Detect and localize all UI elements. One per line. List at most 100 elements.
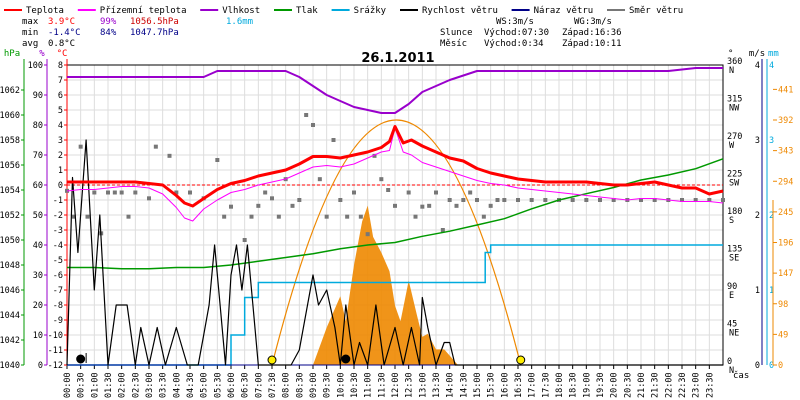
wind-dir-point xyxy=(440,228,445,232)
temperature-tick-label: -1 xyxy=(53,196,63,206)
wind-dir-point xyxy=(297,198,302,202)
solar-tick-label: 98 xyxy=(778,300,788,310)
wind-dir-point xyxy=(270,196,274,201)
x-tick-label: 08:30 xyxy=(295,372,305,398)
solar-tick-label: 147 xyxy=(778,269,793,279)
pressure-tick-label: 1062 xyxy=(0,86,20,96)
wind-dir-point xyxy=(529,198,534,202)
temperature-tick-label: -6 xyxy=(53,271,63,281)
stat-min-temp: -1.4°C xyxy=(48,28,81,38)
precip-line xyxy=(67,244,723,366)
wind-dir-point xyxy=(693,198,698,202)
humidity-tick-label: 20 xyxy=(33,301,43,311)
solar-tick-label: 441 xyxy=(778,85,793,95)
x-tick-label: 22:30 xyxy=(678,372,688,398)
x-tick-label: 05:00 xyxy=(200,372,210,398)
wind-speed-unit: m/s xyxy=(749,49,765,59)
wind-dir-point xyxy=(215,158,220,162)
temperature-tick-label: -10 xyxy=(48,331,63,341)
humidity-unit: % xyxy=(39,49,45,59)
stat-min-label: min xyxy=(22,28,38,38)
pressure-tick-label: 1044 xyxy=(0,311,20,321)
wind-speed-line xyxy=(66,139,723,366)
wind-dir-tick-label: 270 xyxy=(727,132,742,142)
stat-max-label: max xyxy=(22,17,39,27)
info-sun-label: Slunce xyxy=(440,28,473,38)
stat-avg-label: avg xyxy=(22,39,38,49)
x-tick-label: 19:00 xyxy=(582,372,592,398)
legend-label-humidity: Vlhkost xyxy=(222,6,260,16)
wind-dir-point xyxy=(256,203,261,208)
wind-dir-point xyxy=(406,190,411,195)
wind-dir-tick-dir: N xyxy=(729,366,734,376)
temperature-tick-label: -8 xyxy=(53,301,63,311)
wind-dir-tick-label: 315 xyxy=(727,95,742,105)
temperature-tick-label: 2 xyxy=(58,151,63,161)
wind-dir-point xyxy=(488,203,493,208)
temperature-tick-label: -5 xyxy=(53,256,63,266)
wind-dir-point xyxy=(147,196,151,201)
wind-dir-point xyxy=(174,190,179,195)
pressure-tick-label: 1040 xyxy=(0,361,20,371)
x-tick-label: 23:00 xyxy=(692,372,702,398)
wind-dir-point xyxy=(276,214,281,219)
wind-dir-point xyxy=(454,203,459,208)
pressure-tick-label: 1046 xyxy=(0,286,20,296)
stat-max-temp: 3.9°C xyxy=(48,17,75,27)
wind-dir-point xyxy=(71,214,76,219)
wind-dir-tick-label: 0 xyxy=(727,357,732,367)
pressure-tick-label: 1054 xyxy=(0,186,20,196)
temperature-tick-label: -2 xyxy=(53,211,63,221)
x-tick-label: 22:00 xyxy=(664,372,674,398)
humidity-tick-label: 80 xyxy=(33,121,43,131)
stat-avg-temp: 0.8°C xyxy=(48,39,75,49)
wind-dir-point xyxy=(516,198,520,202)
wind-dir-point xyxy=(475,198,479,202)
wind-speed-tick-label: 0 xyxy=(755,361,760,371)
legend-label-dew_point: Přízemní teplota xyxy=(100,6,187,16)
sunrise-marker xyxy=(267,355,277,365)
wind-dir-point xyxy=(468,190,473,195)
precip-tick-label: 2 xyxy=(769,211,774,221)
solar-tick-label: 392 xyxy=(778,116,793,126)
humidity-tick-label: 0 xyxy=(38,361,43,371)
pressure-unit: hPa xyxy=(4,49,20,59)
x-tick-label: 14:30 xyxy=(459,372,469,398)
wind-dir-point xyxy=(167,153,172,158)
wind-dir-point xyxy=(119,190,124,195)
x-tick-label: 18:30 xyxy=(569,372,579,398)
info-sunset: Západ:16:36 xyxy=(562,28,622,38)
legend-label-wind_dir: Směr větru xyxy=(629,6,683,16)
moonrise-marker xyxy=(76,354,86,364)
wind-dir-point xyxy=(358,214,363,219)
temperature-tick-label: 4 xyxy=(58,121,63,131)
stat-min-hum: 84% xyxy=(100,28,117,38)
wind-dir-point xyxy=(413,214,418,219)
x-tick-label: 09:00 xyxy=(309,372,319,398)
x-tick-label: 18:00 xyxy=(555,372,565,398)
wind-dir-point xyxy=(570,198,575,202)
wind-dir-point xyxy=(584,198,589,202)
wind-dir-tick-dir: W xyxy=(729,141,735,151)
x-tick-label: 03:30 xyxy=(159,372,169,398)
temperature-tick-label: 6 xyxy=(58,91,63,101)
pressure-tick-label: 1052 xyxy=(0,211,20,221)
solar-tick-label: 49 xyxy=(778,330,788,340)
precip-tick-label: 4 xyxy=(769,61,774,71)
x-tick-label: 14:00 xyxy=(446,372,456,398)
x-tick-label: 05:30 xyxy=(213,372,223,398)
humidity-tick-label: 60 xyxy=(33,181,43,191)
x-tick-label: 13:00 xyxy=(418,372,428,398)
chart-title: 26.1.2011 xyxy=(361,51,434,66)
temperature-tick-label: -9 xyxy=(53,316,63,326)
wind-dir-point xyxy=(652,198,657,202)
wind-dir-point xyxy=(153,144,158,149)
legend-label-pressure: Tlak xyxy=(296,6,318,16)
temperature-tick-label: 3 xyxy=(58,136,63,146)
temperature-tick-label: -4 xyxy=(53,241,63,251)
wind-dir-point xyxy=(379,177,384,182)
wind-dir-point xyxy=(106,190,110,195)
wind-dir-point xyxy=(78,144,83,149)
wind-dir-point xyxy=(502,198,507,202)
